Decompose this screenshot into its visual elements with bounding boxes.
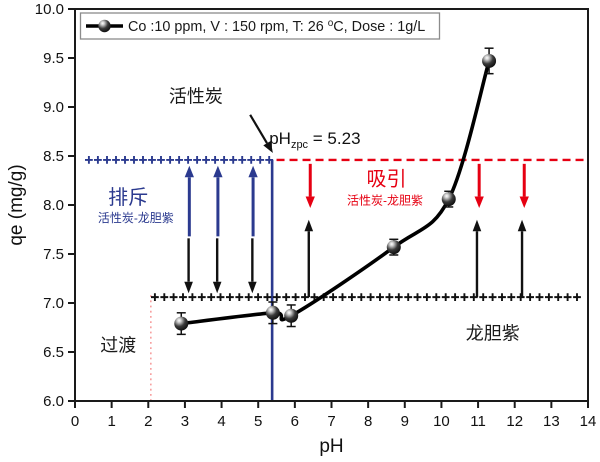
dye-positive-charge-row	[151, 293, 581, 301]
attraction-pair-label: 活性炭-龙胆紫	[347, 193, 423, 207]
x-tick-label: 5	[254, 413, 262, 430]
repulsion-up-arrows	[184, 165, 258, 237]
phzpc-value-label: pHzpc = 5.23	[269, 129, 360, 151]
x-tick-label: 11	[470, 413, 486, 430]
x-tick-label: 8	[364, 413, 372, 430]
x-tick-label: 2	[144, 413, 152, 430]
data-point-sphere	[441, 192, 456, 207]
transition-label: 过渡	[100, 335, 136, 355]
x-tick-label: 12	[506, 413, 523, 430]
gentian-violet-label: 龙胆紫	[466, 324, 520, 344]
phzpc-pointer-arrow	[249, 114, 273, 154]
y-tick-label: 7.5	[43, 246, 64, 263]
data-points	[174, 47, 497, 336]
y-tick-label: 8.5	[43, 148, 64, 165]
activated-carbon-label: 活性炭	[169, 87, 223, 107]
repulsion-down-arrows	[184, 238, 257, 294]
y-axis-title: qe (mg/g)	[6, 164, 27, 245]
carbon-positive-charge-row	[85, 156, 274, 164]
data-point-sphere	[174, 316, 189, 331]
y-tick-label: 7.0	[43, 295, 64, 312]
x-axis-title: pH	[319, 436, 343, 457]
x-tick-label: 3	[181, 413, 189, 430]
attraction-up-arrows	[304, 219, 527, 298]
x-tick-label: 6	[291, 413, 299, 430]
x-tick-label: 9	[401, 413, 409, 430]
x-tick-label: 10	[433, 413, 450, 430]
legend: Co :10 ppm, V : 150 rpm, T: 26 oC, Dose …	[79, 12, 441, 40]
repulsion-label: 排斥	[108, 186, 148, 209]
y-tick-label: 6.0	[43, 393, 64, 410]
data-point-sphere	[265, 305, 280, 320]
x-tick-label: 1	[107, 413, 115, 430]
attraction-down-arrows	[305, 163, 529, 208]
x-tick-label: 0	[71, 413, 79, 430]
y-tick-label: 6.5	[43, 344, 64, 361]
data-point-sphere	[482, 53, 497, 68]
attraction-label: 吸引	[366, 168, 406, 191]
legend-box	[79, 12, 441, 40]
data-point-sphere	[284, 308, 299, 323]
legend-label: Co :10 ppm, V : 150 rpm, T: 26 oC, Dose …	[128, 18, 425, 35]
y-tick-label: 8.0	[43, 197, 64, 214]
x-tick-label: 7	[327, 413, 335, 430]
y-tick-label: 9.5	[43, 50, 64, 67]
legend-marker-sample	[98, 19, 111, 33]
data-point-sphere	[386, 240, 401, 255]
x-tick-label: 14	[580, 413, 597, 430]
repulsion-pair-label: 活性炭-龙胆紫	[98, 211, 174, 225]
y-tick-label: 9.0	[43, 99, 64, 116]
x-tick-label: 4	[217, 413, 225, 430]
x-tick-label: 13	[543, 413, 560, 430]
axis-ticks: 0 1 2 3 4 5 6 7 8 9 10 11 12 13 146.06.57.07.58.08.59.…	[35, 1, 597, 430]
y-tick-label: 10.0	[35, 1, 64, 18]
